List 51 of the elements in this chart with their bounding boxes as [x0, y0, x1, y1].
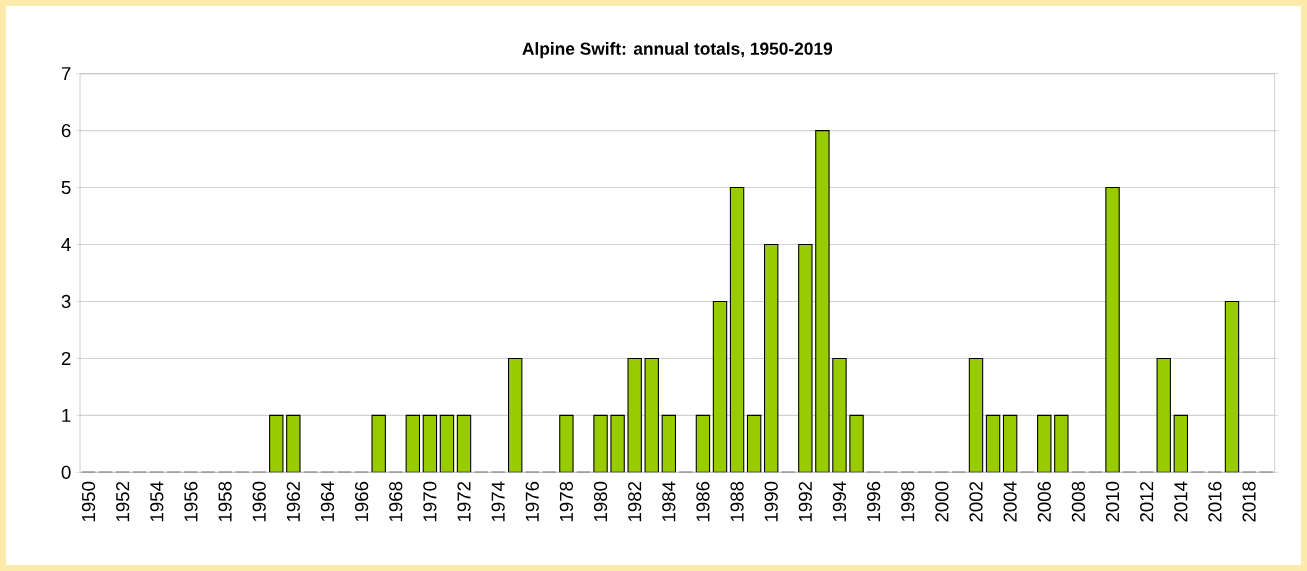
bar: [764, 243, 779, 473]
x-tick-label: 1984: [662, 481, 676, 522]
x-tick-label: 2014: [1174, 481, 1188, 522]
x-tick-label: 1980: [593, 481, 608, 522]
x-tick-label: 2004: [1003, 481, 1017, 522]
y-tick-label: 4: [61, 238, 71, 251]
x-tick-label: 1990: [764, 481, 778, 522]
x-tick-label: 1966: [354, 481, 369, 522]
x-tick-label: 1970: [423, 481, 437, 522]
y-tick-label: 6: [61, 123, 71, 138]
x-tick-label: 1972: [457, 481, 471, 522]
y-tick-label: 2: [61, 351, 71, 365]
y-tick-label: 1: [62, 408, 71, 422]
x-tick-label: 2018: [1242, 481, 1256, 522]
x-tick-label: 1964: [320, 481, 335, 522]
x-tick-label: 2012: [1140, 481, 1154, 522]
bar: [1224, 300, 1240, 473]
y-tick-label: 5: [61, 181, 71, 195]
x-tick-label: 2006: [1037, 481, 1051, 522]
x-tick-label: 1998: [901, 481, 915, 522]
x-tick-label: 1974: [491, 481, 505, 522]
y-tick-label: 0: [61, 465, 71, 479]
x-tick-label: 1978: [559, 481, 574, 522]
x-tick-label: 1976: [525, 481, 539, 522]
bar: [1105, 187, 1120, 473]
bar: [729, 187, 745, 473]
x-tick-label: 2002: [969, 481, 983, 522]
x-tick-label: 1960: [252, 481, 266, 522]
x-tick-label: 1958: [218, 481, 232, 522]
x-tick-label: 1982: [628, 481, 642, 522]
x-tick-label: 1952: [116, 481, 130, 522]
y-tick-label: 7: [61, 67, 71, 81]
y-tick-label: 3: [61, 294, 71, 309]
x-tick-label: 1996: [866, 481, 881, 522]
x-tick-label: 1986: [696, 481, 710, 522]
x-tick-label: 1988: [730, 481, 744, 522]
x-tick-label: 2000: [935, 481, 949, 522]
bar: [712, 300, 728, 473]
bar: [798, 243, 813, 473]
x-tick-label: 1962: [286, 481, 300, 522]
bar: [815, 130, 830, 473]
x-tick-label: 1994: [832, 481, 847, 522]
x-tick-label: 1968: [389, 481, 403, 522]
x-tick-label: 1950: [81, 481, 96, 522]
x-tick-label: 1954: [150, 481, 164, 522]
x-tick-label: 2016: [1208, 481, 1222, 522]
chart-title: Alpine Swift: annual totals, 1950-2019: [522, 42, 833, 59]
x-tick-label: 2010: [1105, 481, 1120, 522]
x-tick-label: 1956: [184, 481, 198, 522]
x-tick-label: 2008: [1071, 481, 1086, 522]
x-tick-label: 1992: [798, 481, 812, 522]
